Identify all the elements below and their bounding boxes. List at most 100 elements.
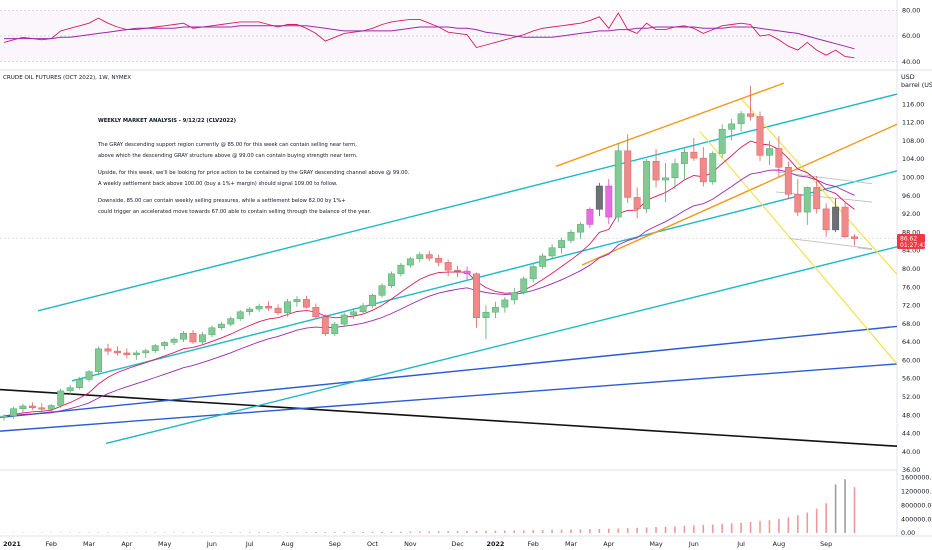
candle xyxy=(501,297,509,313)
candle-body xyxy=(699,157,707,183)
volume-bar xyxy=(362,531,364,533)
candle xyxy=(586,207,594,228)
volume-bar xyxy=(419,531,421,533)
candle-body xyxy=(737,113,745,125)
candle-body xyxy=(690,151,698,159)
candle xyxy=(482,305,490,340)
candle xyxy=(38,403,46,412)
price-tick-label: 116.00 xyxy=(902,100,924,108)
volume-bar xyxy=(598,528,601,533)
candle xyxy=(302,295,310,309)
candle-body xyxy=(47,405,55,410)
candle xyxy=(321,314,329,337)
volume-bar xyxy=(626,528,629,533)
volume-bar xyxy=(778,518,780,533)
volume-bar xyxy=(144,532,147,533)
volume-bar xyxy=(485,530,487,533)
candle-body xyxy=(189,333,197,343)
trendline-drawings[interactable] xyxy=(0,82,898,448)
volume-bar xyxy=(220,532,223,533)
time-tick-label: Feb xyxy=(528,540,539,548)
time-tick-label: Aug xyxy=(773,540,785,548)
volume-bar xyxy=(201,532,204,533)
volume-tick-label: 800000.00 xyxy=(901,501,932,509)
volume-bar xyxy=(617,528,620,533)
candle xyxy=(690,137,698,161)
candlestick-series[interactable] xyxy=(0,85,858,421)
candle-body xyxy=(76,379,84,388)
price-tick-label: 72.00 xyxy=(902,302,920,310)
volume-bar xyxy=(693,525,695,533)
candle xyxy=(293,296,301,307)
candle xyxy=(189,330,197,344)
candle-body xyxy=(28,405,36,409)
candle xyxy=(851,234,858,246)
volume-bar xyxy=(560,529,563,533)
volume-bar xyxy=(815,508,818,533)
candle-body xyxy=(425,254,433,259)
volume-bar xyxy=(674,526,676,533)
time-tick-label: Sep xyxy=(329,540,341,548)
candle-body xyxy=(369,295,377,307)
price-tick-label: 92.00 xyxy=(902,210,920,218)
time-tick-label: Apr xyxy=(121,540,132,548)
candle-body xyxy=(142,350,150,354)
candle xyxy=(520,276,528,295)
candle-body xyxy=(473,273,480,318)
candle xyxy=(132,350,140,360)
volume-bar xyxy=(787,517,790,533)
candle-body xyxy=(246,308,254,313)
candle xyxy=(510,287,518,305)
price-tag-box xyxy=(897,234,925,249)
analysis-line: The GRAY descending support region curre… xyxy=(97,142,357,148)
price-tick-label: 56.00 xyxy=(902,375,920,383)
candle xyxy=(123,348,131,359)
candle xyxy=(737,111,745,132)
candle-body xyxy=(274,307,282,313)
volume-panel xyxy=(3,479,856,533)
candle-body xyxy=(794,193,802,213)
candle xyxy=(671,158,679,190)
candle xyxy=(803,186,811,225)
candle xyxy=(766,140,773,165)
volume-bar xyxy=(853,487,856,533)
price-tag-countdown: 01:27:41 xyxy=(900,242,927,249)
candle xyxy=(605,179,613,224)
price-tick-label: 84.00 xyxy=(902,247,920,255)
last-price-tag: 86.62 01:27:41 xyxy=(897,234,927,249)
candle xyxy=(57,388,65,408)
candle-body xyxy=(832,206,840,231)
candle-body xyxy=(416,254,424,259)
volume-bar xyxy=(740,522,742,533)
candle-body xyxy=(350,311,358,316)
analysis-line: Downside, 85.00 can contain weekly selli… xyxy=(98,198,346,204)
candle-body xyxy=(38,407,46,410)
volume-bar xyxy=(636,527,638,533)
price-tick-label: 36.00 xyxy=(902,466,920,474)
candle xyxy=(832,198,840,233)
candle-body xyxy=(577,224,584,233)
volume-bar xyxy=(522,530,525,533)
candle-body xyxy=(265,306,273,309)
volume-bar xyxy=(409,531,412,533)
candle-body xyxy=(775,148,783,168)
candle xyxy=(813,175,821,214)
volume-bar xyxy=(730,523,733,533)
price-tick-label: 100.00 xyxy=(902,174,924,182)
time-tick-label: Apr xyxy=(603,540,614,548)
candle-body xyxy=(709,153,717,183)
candle-body xyxy=(397,264,405,275)
volume-bar xyxy=(447,531,449,533)
ema-slow-line xyxy=(3,169,855,417)
candle-body xyxy=(624,150,632,198)
candle-body xyxy=(841,206,849,238)
candle-body xyxy=(444,262,452,271)
axes-layer: 116.00 112.00 108.00 104.00 100.00 96.00 92.00… xyxy=(3,7,932,548)
candle-body xyxy=(180,333,188,340)
time-tick-label: Aug xyxy=(281,540,293,548)
candle-body xyxy=(747,113,754,117)
volume-bar xyxy=(437,531,440,533)
price-tick-label: 88.00 xyxy=(902,228,920,236)
